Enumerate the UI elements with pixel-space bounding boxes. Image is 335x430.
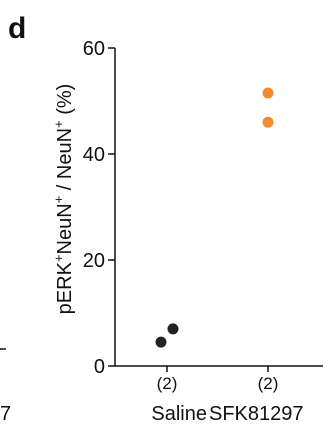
- panel-letter: d: [8, 12, 26, 45]
- data-points: [155, 87, 274, 348]
- group-n-label: (2): [258, 374, 279, 393]
- data-point: [262, 87, 274, 99]
- data-point: [155, 336, 167, 348]
- y-label-superscript: +: [51, 120, 66, 128]
- data-point: [262, 116, 274, 128]
- category-label: SFK81297: [209, 403, 304, 425]
- group-n-label: (2): [157, 374, 178, 393]
- y-ticks: 0 20 40 60: [83, 38, 115, 378]
- y-label-text: NeuN: [54, 203, 76, 254]
- left-fragment-label: 7: [0, 403, 11, 425]
- y-label-text: pERK: [54, 261, 76, 314]
- y-axis-label: pERK+​NeuN+​ / NeuN+​ (%): [51, 84, 76, 315]
- x-labels: (2) (2) Saline SFK81297: [151, 366, 304, 425]
- y-tick-label: 60: [83, 38, 105, 60]
- axes: [114, 48, 323, 367]
- category-label: Saline: [151, 403, 207, 425]
- data-point: [167, 323, 179, 335]
- y-label-superscript: +: [51, 196, 66, 204]
- y-tick-label: 20: [83, 250, 105, 272]
- y-label-text: (%): [54, 84, 76, 121]
- y-tick-label: 0: [94, 356, 105, 378]
- y-label-superscript: +: [51, 254, 66, 262]
- y-label-text: / NeuN: [54, 128, 76, 196]
- y-tick-label: 40: [83, 144, 105, 166]
